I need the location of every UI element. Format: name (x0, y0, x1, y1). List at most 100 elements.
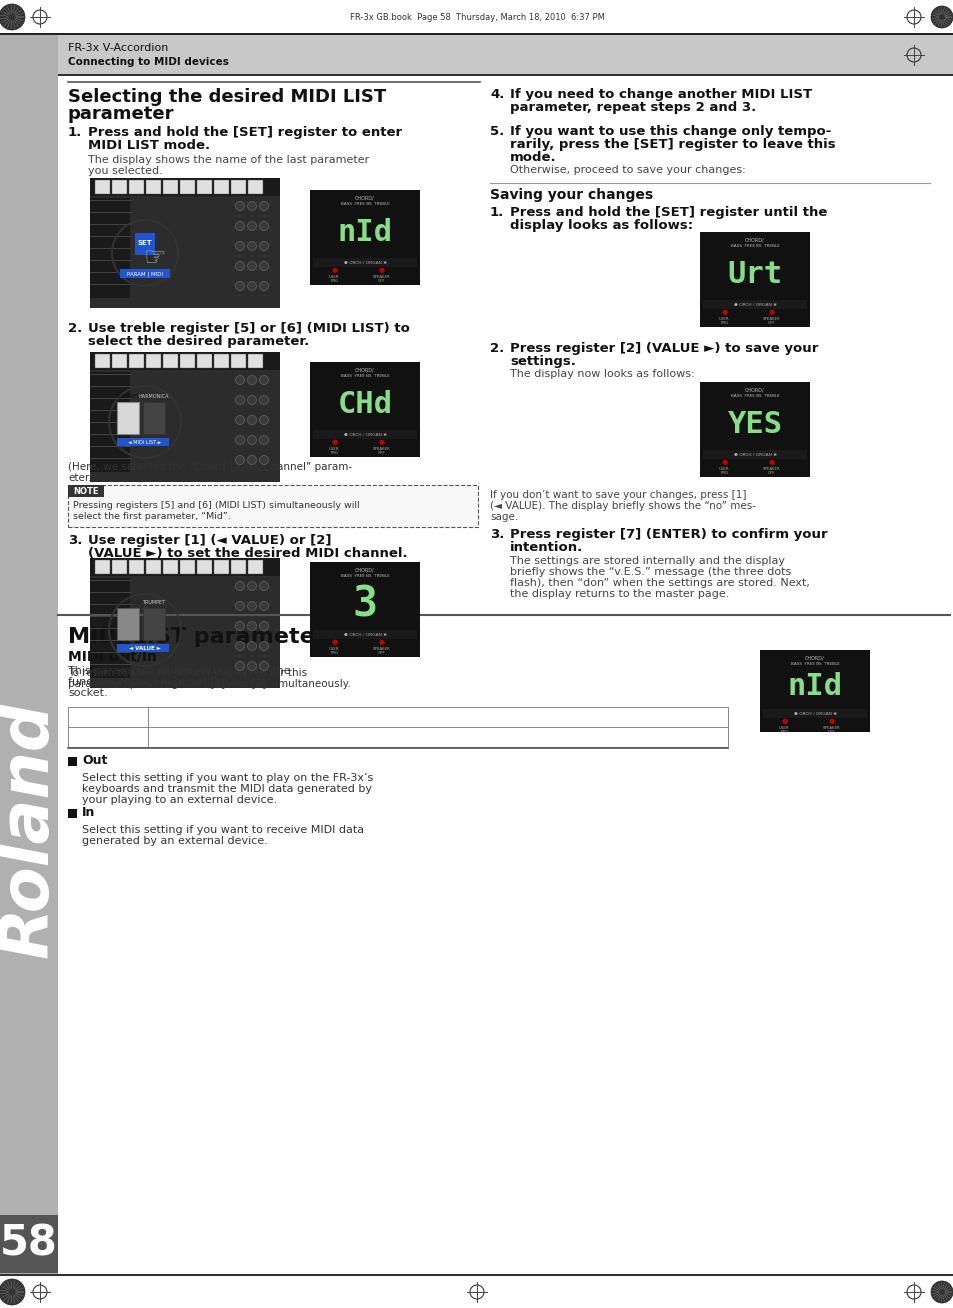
Text: YES: YES (727, 411, 781, 439)
Circle shape (235, 242, 244, 251)
Bar (0, 33, 953, 35)
Text: (Here, we selected the “Chord TX/RX Channel” param-: (Here, we selected the “Chord TX/RX Chan… (68, 462, 352, 472)
Text: Value: Value (92, 712, 123, 722)
Text: NOTE: NOTE (73, 487, 99, 496)
Bar (90, 352, 280, 370)
Text: 1.: 1. (68, 126, 82, 139)
Circle shape (259, 262, 268, 271)
Circle shape (235, 602, 244, 611)
Text: BASS  FREE BS  TREBLE: BASS FREE BS TREBLE (730, 245, 779, 249)
Text: USER: USER (719, 318, 729, 322)
Text: select the first parameter, “Mid”.: select the first parameter, “Mid”. (73, 511, 231, 521)
Circle shape (247, 436, 256, 445)
Bar (196, 354, 212, 368)
Text: display looks as follows:: display looks as follows: (510, 218, 693, 232)
Text: Select this setting if you want to play on the FR-3x’s: Select this setting if you want to play … (82, 773, 373, 783)
Bar (95, 560, 110, 574)
Text: CHd: CHd (337, 390, 392, 420)
Text: 58: 58 (0, 1223, 58, 1265)
Circle shape (247, 242, 256, 251)
Text: In: In (82, 807, 95, 820)
Bar (143, 608, 165, 640)
Text: keyboards and transmit the MIDI data generated by: keyboards and transmit the MIDI data gen… (82, 783, 372, 794)
Text: ●: ● (781, 718, 786, 725)
Bar (310, 190, 419, 285)
Circle shape (235, 416, 244, 425)
Bar (231, 560, 246, 574)
Bar (90, 178, 280, 196)
Bar (310, 362, 419, 456)
Bar (117, 438, 169, 446)
Circle shape (930, 7, 952, 27)
Bar (313, 630, 416, 640)
Circle shape (235, 375, 244, 385)
Text: PRG: PRG (780, 730, 787, 734)
Text: If you want to use this change only tempo-: If you want to use this change only temp… (510, 126, 830, 139)
Text: Use treble register [5] or [6] (MIDI LIST) to: Use treble register [5] or [6] (MIDI LIS… (88, 322, 410, 335)
Text: SPEAKER: SPEAKER (373, 447, 390, 451)
Text: 5.: 5. (490, 126, 504, 139)
FancyBboxPatch shape (58, 37, 368, 73)
Bar (146, 181, 161, 194)
Bar (129, 354, 144, 368)
Text: The settings are stored internally and the display: The settings are stored internally and t… (510, 556, 784, 566)
Text: ◄ MIDI LIST ►: ◄ MIDI LIST ► (128, 439, 161, 445)
Bar (95, 354, 110, 368)
Bar (90, 559, 280, 688)
Bar (68, 810, 77, 818)
Bar (700, 382, 809, 477)
Text: CHORD/: CHORD/ (355, 195, 375, 200)
Text: ●: ● (767, 459, 774, 466)
Circle shape (247, 641, 256, 650)
Circle shape (235, 621, 244, 630)
Bar (112, 560, 127, 574)
Bar (0, 1218, 58, 1270)
Bar (180, 354, 194, 368)
Circle shape (0, 4, 25, 30)
Circle shape (235, 262, 244, 271)
Bar (0, 35, 953, 75)
Text: Selecting the desired MIDI LIST: Selecting the desired MIDI LIST (68, 88, 386, 106)
Text: If you don’t want to save your changes, press [1]: If you don’t want to save your changes, … (490, 490, 745, 500)
Circle shape (259, 582, 268, 590)
Text: Out, In: Out, In (158, 712, 195, 722)
Bar (58, 75, 953, 76)
Text: OFF: OFF (767, 322, 775, 326)
Bar (313, 259, 416, 267)
Bar (180, 560, 194, 574)
Text: Saving your changes: Saving your changes (490, 188, 653, 201)
Text: BASS  FREE BS  TREBLE: BASS FREE BS TREBLE (340, 574, 389, 578)
Bar (213, 560, 229, 574)
Bar (702, 450, 806, 459)
Text: function of the FR-3x’s MIDI OUT/IN: function of the FR-3x’s MIDI OUT/IN (68, 678, 264, 687)
Text: select the desired parameter.: select the desired parameter. (88, 335, 309, 348)
Text: Otherwise, proceed to save your changes:: Otherwise, proceed to save your changes: (510, 165, 745, 175)
Text: your playing to an external device.: your playing to an external device. (82, 795, 276, 804)
Text: you selected.: you selected. (88, 166, 163, 177)
Text: OFF: OFF (377, 451, 385, 455)
Bar (0, 0, 953, 35)
Text: mode.: mode. (510, 150, 556, 164)
Bar (135, 233, 154, 255)
Bar (90, 198, 130, 298)
Circle shape (235, 582, 244, 590)
Circle shape (0, 1279, 25, 1305)
Bar (68, 757, 77, 766)
Text: Roland: Roland (0, 701, 62, 959)
Text: CLARINET: CLARINET (115, 395, 140, 399)
Text: settings.: settings. (510, 354, 576, 368)
Circle shape (247, 602, 256, 611)
Text: ● ORCH / ORGAN ✱: ● ORCH / ORGAN ✱ (343, 433, 386, 437)
Text: SPEAKER: SPEAKER (821, 726, 840, 730)
Circle shape (235, 281, 244, 290)
Text: ●: ● (720, 310, 726, 315)
Text: PRG: PRG (720, 322, 727, 326)
Bar (95, 181, 110, 194)
Circle shape (247, 455, 256, 464)
Text: 3.: 3. (490, 528, 504, 542)
Bar (163, 560, 178, 574)
Text: MIDI LIST parameters: MIDI LIST parameters (68, 627, 338, 647)
Circle shape (259, 201, 268, 211)
Circle shape (247, 621, 256, 630)
Text: 3.: 3. (68, 534, 82, 547)
